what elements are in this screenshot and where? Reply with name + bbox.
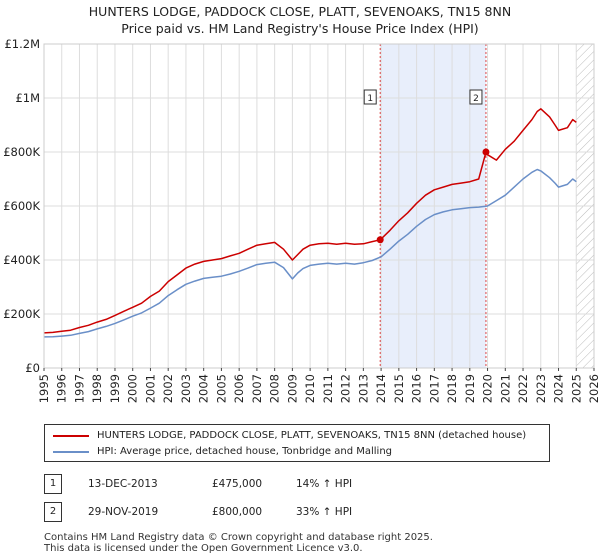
legend-item-property: HUNTERS LODGE, PADDOCK CLOSE, PLATT, SEV… [53, 429, 543, 443]
x-tick-label: 2014 [374, 374, 388, 403]
series-line-hpi [43, 168, 577, 338]
x-tick-label: 2015 [392, 374, 406, 403]
sale-price-1: £475,000 [212, 478, 263, 490]
chart-title-line2: Price paid vs. HM Land Registry's House … [121, 21, 479, 36]
sale-marker-text: 1 [367, 94, 373, 104]
sale-marker-box [469, 89, 483, 105]
x-tick-label: 2010 [303, 374, 317, 403]
sale-date-2: 29-NOV-2019 [88, 506, 159, 518]
sale-marker-box [363, 89, 377, 105]
x-tick-label: 2000 [126, 374, 140, 403]
x-tick-label: 2023 [534, 374, 548, 403]
price-chart: 1 2 £0 £200K £400K £600K £800K £1M £1.2M 1995 1996… [3, 37, 600, 403]
y-tick-label: £200K [3, 307, 40, 321]
sale-price-2: £800,000 [212, 506, 263, 518]
y-tick-label: £800K [3, 145, 40, 159]
x-tick-label: 2021 [498, 374, 512, 403]
x-tick-label: 2002 [161, 374, 175, 403]
legend-label-hpi: HPI: Average price, detached house, Tonb… [97, 446, 393, 457]
x-tick-label: 2020 [481, 374, 495, 403]
footer-line2: This data is licensed under the Open Gov… [44, 543, 363, 554]
x-tick-label: 2024 [552, 374, 566, 403]
y-tick-label: £600K [3, 199, 40, 213]
x-tick-label: 2012 [339, 374, 353, 403]
x-tick-label: 2004 [197, 374, 211, 403]
x-tick-label: 2001 [143, 374, 157, 403]
sale-hpi-2: 33% ↑ HPI [296, 506, 353, 518]
chart-title: HUNTERS LODGE, PADDOCK CLOSE, PLATT, SEV… [0, 3, 600, 37]
x-tick-label: 2005 [214, 374, 228, 403]
y-tick-label: £0 [25, 361, 40, 375]
sale-point [482, 148, 490, 156]
y-tick-label: £1.2M [4, 37, 40, 51]
x-tick-label: 2003 [179, 374, 193, 403]
sale-marker-text: 2 [473, 94, 479, 104]
x-tick-label: 2018 [445, 374, 459, 403]
footer: Contains HM Land Registry data © Crown c… [44, 532, 433, 554]
sale-row-2: 2 29-NOV-2019 £800,000 33% ↑ HPI [44, 502, 444, 522]
sale-marker-label-1: 1 [44, 474, 62, 494]
y-tick-label: £400K [3, 253, 40, 267]
x-tick-label: 1997 [72, 374, 86, 403]
legend-item-hpi: HPI: Average price, detached house, Tonb… [53, 445, 543, 459]
x-tick-label: 2008 [268, 374, 282, 403]
x-tick-label: 2022 [516, 374, 530, 403]
x-tick-label: 2013 [356, 374, 370, 403]
x-tick-label: 2006 [232, 374, 246, 403]
sale-date-1: 13-DEC-2013 [88, 478, 158, 490]
x-tick-label: 2007 [250, 374, 264, 403]
sale-row-1: 1 13-DEC-2013 £475,000 14% ↑ HPI [44, 474, 444, 494]
x-tick-label: 1998 [90, 374, 104, 403]
x-tick-label: 1999 [108, 374, 122, 403]
legend-swatch-property [53, 435, 89, 437]
x-tick-label: 1996 [55, 374, 69, 403]
plot-frame [43, 43, 595, 369]
x-tick-label: 2016 [410, 374, 424, 403]
x-tick-label: 2011 [321, 374, 335, 403]
legend-swatch-hpi [53, 451, 89, 453]
legend: HUNTERS LODGE, PADDOCK CLOSE, PLATT, SEV… [44, 424, 550, 462]
sale-point [376, 236, 384, 244]
x-tick-label: 1995 [37, 374, 51, 403]
x-tick-label: 2025 [569, 374, 583, 403]
x-tick-label: 2026 [587, 374, 600, 403]
x-tick-label: 2019 [463, 374, 477, 403]
chart-title-line1: HUNTERS LODGE, PADDOCK CLOSE, PLATT, SEV… [88, 4, 512, 19]
legend-label-property: HUNTERS LODGE, PADDOCK CLOSE, PLATT, SEV… [97, 430, 527, 441]
footer-line1: Contains HM Land Registry data © Crown c… [44, 532, 433, 543]
y-tick-label: £1M [15, 91, 40, 105]
sale-marker-label-2: 2 [44, 502, 62, 522]
x-tick-label: 2009 [285, 374, 299, 403]
sale-hpi-1: 14% ↑ HPI [296, 478, 353, 490]
series-line-property [43, 108, 577, 334]
x-tick-label: 2017 [427, 374, 441, 403]
